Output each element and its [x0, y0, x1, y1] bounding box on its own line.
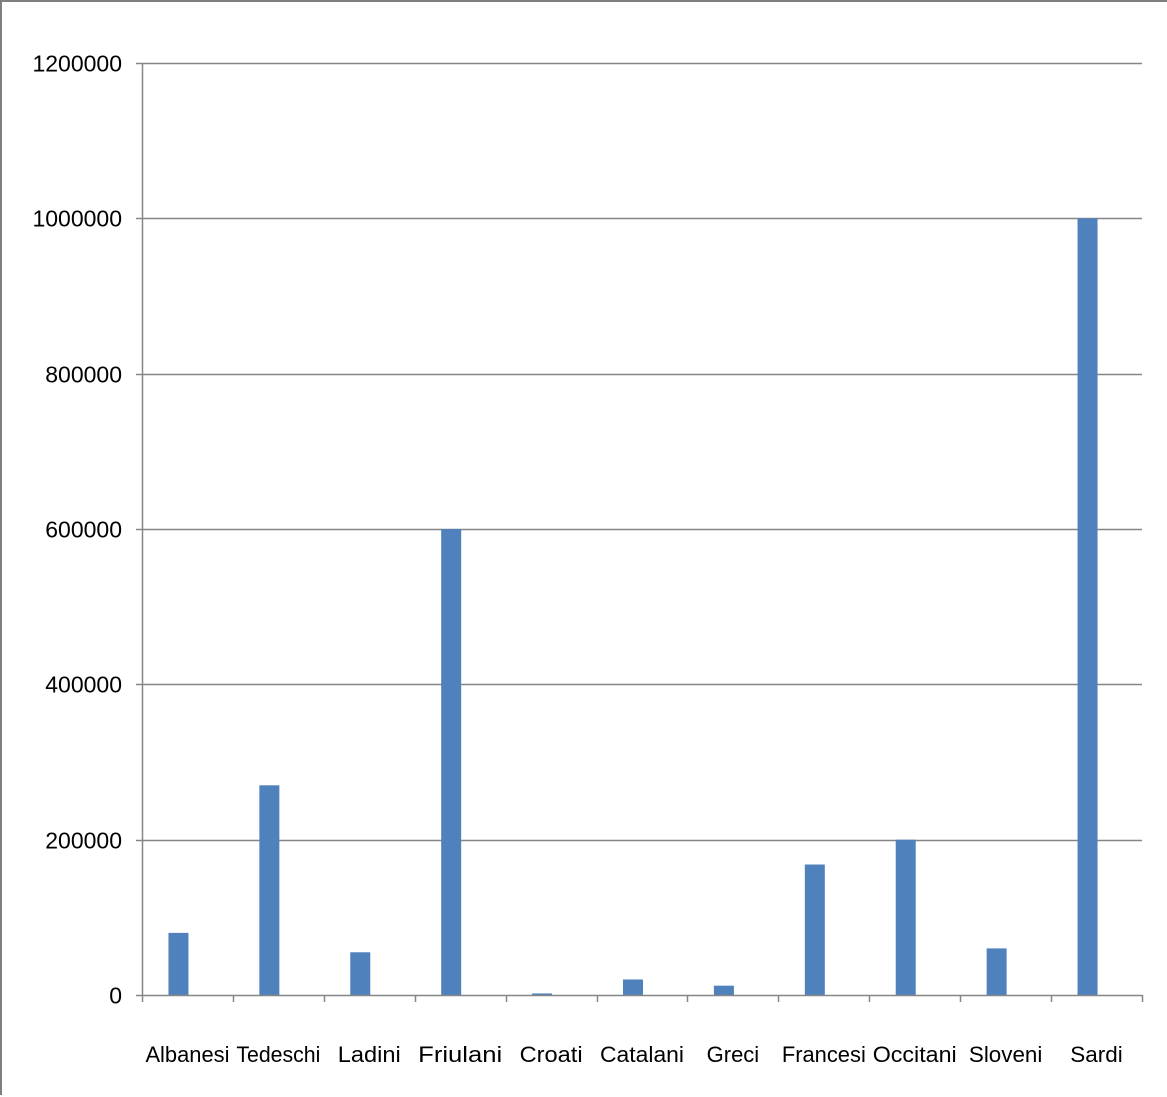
bar-tedeschi: [259, 785, 280, 995]
x-category-label: Tedeschi: [236, 1042, 320, 1067]
x-category-label: Albanesi: [145, 1042, 229, 1067]
y-tick-label: 1200000: [32, 51, 122, 77]
x-category-label: Croati: [520, 1042, 583, 1067]
x-category-label: Greci: [707, 1042, 760, 1067]
x-category-label: Friulani: [418, 1042, 502, 1067]
x-category-label: Occitani: [873, 1042, 957, 1067]
y-tick-label: 200000: [45, 828, 122, 854]
bar-friulani: [441, 529, 462, 995]
x-category-label: Catalani: [600, 1042, 684, 1067]
bar-catalani: [623, 979, 643, 995]
x-category-label: Francesi: [782, 1042, 866, 1067]
y-tick-labels: 0 200000 400000 600000 800000 1000000 1200000: [32, 51, 122, 1009]
y-tick-label: 800000: [45, 362, 122, 388]
axes: [136, 62, 1144, 1002]
gridlines: [142, 62, 1142, 842]
bar-francesi: [804, 864, 825, 995]
bar-ladini: [350, 952, 371, 995]
x-category-label: Sloveni: [969, 1042, 1043, 1067]
x-category-labels: Albanesi Tedeschi Ladini Friulani Croati Cata…: [145, 1042, 1122, 1067]
bars: [168, 218, 1098, 996]
bar-sardi: [1077, 218, 1098, 996]
bar-croati: [532, 993, 553, 995]
y-tick-label: 400000: [45, 672, 122, 698]
y-tick-label: 1000000: [32, 206, 122, 232]
x-category-label: Sardi: [1070, 1042, 1123, 1067]
y-tick-label: 0: [109, 983, 122, 1009]
bar-greci: [713, 985, 734, 995]
bar-albanesi: [168, 932, 189, 995]
x-category-label: Ladini: [338, 1042, 401, 1067]
bar-sloveni: [986, 948, 1007, 995]
bar-occitani: [895, 839, 916, 995]
y-tick-label: 600000: [45, 517, 122, 543]
